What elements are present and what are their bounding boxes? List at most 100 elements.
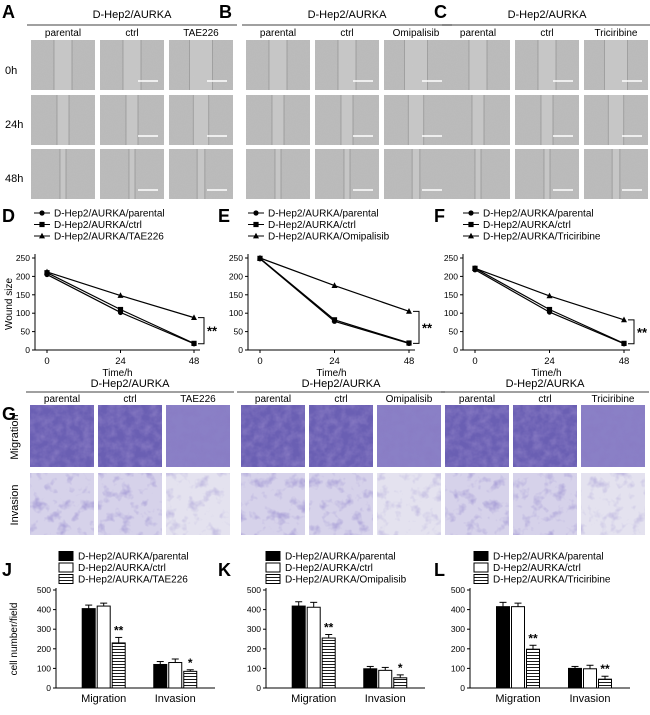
- y-tick-label: 100: [16, 308, 30, 318]
- wound-gap: [272, 95, 284, 145]
- column-label: parental: [255, 394, 291, 405]
- transwell-image-texture: [581, 405, 645, 467]
- wound-gap: [129, 149, 135, 199]
- legend-label: D-Hep2/AURKA/parental: [268, 209, 379, 220]
- wound-image: [169, 95, 233, 145]
- y-tick-label: 100: [247, 663, 261, 673]
- y-tick-label: 100: [229, 308, 243, 318]
- legend-marker-circle: [468, 210, 474, 216]
- x-category-label: Migration: [495, 693, 540, 705]
- data-point-square: [406, 340, 412, 346]
- legend-marker-circle: [39, 210, 45, 216]
- wound-image: [584, 149, 648, 199]
- y-tick-label: 400: [247, 605, 261, 615]
- transwell-image: [513, 473, 577, 535]
- y-tick-label: 0: [460, 683, 465, 693]
- significance-label: **: [528, 631, 538, 645]
- wound-image: [100, 149, 164, 199]
- wound-image: [446, 149, 510, 199]
- data-point-triangle: [117, 292, 124, 298]
- column-label: ctrl: [538, 394, 551, 405]
- transwell-image: [241, 473, 305, 535]
- x-tick-label: 24: [115, 356, 126, 367]
- y-tick-label: 100: [451, 663, 465, 673]
- y-tick-label: 0: [453, 345, 458, 355]
- legend-marker-circle: [253, 210, 259, 216]
- wound-gap: [412, 149, 420, 199]
- line-chart-f: 0 50 100 150 200 250 0 24 48 Time/h ** D-Hep2/AURKA…: [444, 209, 648, 380]
- y-tick-label: 400: [37, 605, 51, 615]
- wound-image: [246, 95, 310, 145]
- column-label: ctrl: [340, 28, 353, 39]
- legend-label: D-Hep2/AURKA/parental: [483, 209, 594, 220]
- wound-gap: [604, 40, 628, 90]
- x-axis-title: Time/h: [102, 368, 132, 379]
- wound-image: [315, 40, 379, 90]
- y-axis-title: cell number/field: [9, 603, 20, 676]
- legend-label: D-Hep2/AURKA/Omipalisib: [285, 575, 407, 586]
- wound-gap: [541, 95, 553, 145]
- transwell-image: [445, 473, 509, 535]
- bar-white: [583, 668, 597, 689]
- transwell-image-texture: [166, 473, 230, 535]
- column-label: parental: [459, 394, 495, 405]
- transwell-panel-title: D-Hep2/AURKA: [506, 378, 586, 390]
- wound-image: [100, 95, 164, 145]
- wound-image: [515, 95, 579, 145]
- legend-marker-square: [39, 221, 45, 228]
- wound-image: [446, 40, 510, 90]
- significance-bracket: [198, 317, 205, 345]
- x-axis-title: Time/h: [316, 368, 346, 379]
- x-tick-label: 48: [619, 356, 630, 367]
- transwell-image-texture: [513, 473, 577, 535]
- x-tick-label: 24: [329, 356, 340, 367]
- y-tick-label: 250: [16, 253, 30, 263]
- panel-letter-g: G: [2, 404, 16, 424]
- legend-label: D-Hep2/AURKA/Omipalisib: [268, 232, 390, 243]
- transwell-image-texture: [377, 473, 441, 535]
- wound-panel-c: D-Hep2/AURKA parental ctrl Triciribine: [442, 9, 650, 199]
- wound-gap: [472, 95, 484, 145]
- transwell-image: [377, 405, 441, 467]
- series-line-square: [474, 267, 625, 344]
- significance-label: **: [114, 623, 124, 637]
- significance-label: **: [422, 320, 433, 335]
- column-label: TAE226: [183, 28, 219, 39]
- legend-swatch-white: [473, 562, 489, 573]
- legend-swatch-black: [265, 551, 281, 561]
- significance-bracket: [413, 310, 420, 344]
- data-point-triangle: [546, 292, 553, 299]
- wound-gap: [612, 149, 620, 199]
- wound-gap: [189, 40, 213, 90]
- x-category-label: Invasion: [155, 693, 196, 705]
- x-tick-label: 0: [472, 356, 477, 367]
- panel-letter-e: E: [218, 206, 230, 226]
- legend-marker-triangle: [468, 232, 474, 239]
- wound-image: [584, 95, 648, 145]
- significance-label: **: [207, 324, 218, 339]
- transwell-panel-title: D-Hep2/AURKA: [91, 378, 171, 390]
- legend-swatch-white: [58, 562, 74, 573]
- column-label: ctrl: [540, 28, 553, 39]
- transwell-image-texture: [309, 405, 373, 467]
- series-line-square: [259, 257, 410, 344]
- data-point-square: [621, 340, 627, 346]
- transwell-image: [30, 473, 94, 535]
- column-label: ctrl: [125, 28, 138, 39]
- wound-gap: [538, 40, 556, 90]
- transwell-image: [241, 405, 305, 467]
- y-tick-label: 200: [451, 644, 465, 654]
- wound-gap: [475, 149, 481, 199]
- panel-letter-a: A: [2, 2, 15, 22]
- y-tick-label: 500: [37, 585, 51, 595]
- transwell-image-texture: [445, 405, 509, 467]
- y-tick-label: 200: [37, 644, 51, 654]
- wound-row-label: 24h: [5, 119, 23, 131]
- wound-gap: [54, 40, 72, 90]
- y-tick-label: 250: [229, 253, 243, 263]
- x-category-label: Migration: [291, 693, 336, 705]
- legend-label: D-Hep2/AURKA/parental: [78, 552, 189, 563]
- y-tick-label: 200: [229, 271, 243, 281]
- x-category-label: Migration: [81, 693, 126, 705]
- transwell-panel-h: D-Hep2/AURKA parental ctrl Omipalisib: [237, 378, 445, 535]
